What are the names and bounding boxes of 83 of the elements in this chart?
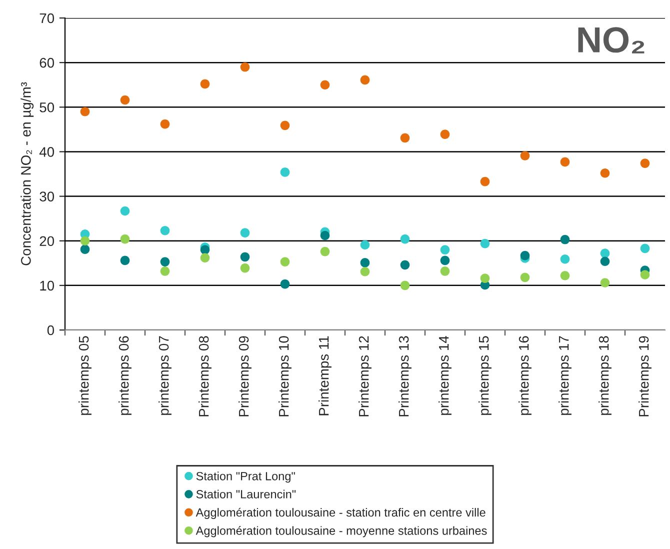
y-tick-label: 70 <box>40 13 54 24</box>
y-tick-label: 0 <box>47 325 54 336</box>
point <box>640 244 650 254</box>
point <box>240 228 250 238</box>
point <box>240 62 250 72</box>
x-tick-label: Printemps 12 <box>358 336 372 416</box>
point <box>480 238 490 248</box>
point <box>440 256 450 266</box>
y-tick-label: 10 <box>40 280 54 291</box>
point <box>520 250 530 260</box>
point <box>200 79 210 89</box>
point <box>240 263 250 273</box>
point <box>480 274 490 283</box>
y-tick-label: 50 <box>40 102 54 112</box>
point <box>320 246 330 256</box>
point <box>600 248 610 258</box>
point <box>600 168 610 178</box>
point <box>160 119 170 129</box>
point <box>320 80 330 90</box>
point <box>200 245 210 254</box>
annotation: NO₂ <box>578 27 644 54</box>
x-tick-label: printemps 07 <box>158 336 172 415</box>
legend-label: Station "Prat Long" <box>196 472 295 483</box>
x-tick-label: Printemps 09 <box>238 336 252 416</box>
point <box>440 266 450 276</box>
point <box>160 226 170 236</box>
point <box>360 258 370 268</box>
y-tick-label: 40 <box>39 147 54 157</box>
x-tick-label: printemps 05 <box>78 336 92 415</box>
point <box>120 95 130 105</box>
point <box>400 234 410 244</box>
point <box>80 244 90 254</box>
point <box>160 257 170 266</box>
point <box>600 256 610 266</box>
point <box>120 206 130 216</box>
point <box>520 151 530 160</box>
x-tick-label: Printemps 13 <box>398 336 412 416</box>
x-tick-label: printemps 14 <box>438 336 452 415</box>
legend-label: Agglomération toulousaine - moyenne stations urbaines <box>196 526 487 538</box>
point <box>120 256 130 266</box>
point <box>360 75 370 85</box>
x-tick-label: printemps 16 <box>518 336 532 415</box>
point <box>320 230 330 240</box>
point <box>520 272 530 282</box>
point <box>120 234 130 244</box>
point <box>80 236 90 246</box>
x-tick-label: Printemps 19 <box>638 336 652 416</box>
y-tick-label: 30 <box>40 192 54 202</box>
point <box>560 234 570 244</box>
y-tick-label: 60 <box>40 58 54 68</box>
point <box>480 176 490 186</box>
point <box>80 106 90 116</box>
point <box>400 280 410 290</box>
legend-label: Station "Laurencin" <box>196 490 296 498</box>
point <box>400 260 410 270</box>
x-tick-label: printemps 18 <box>598 336 612 415</box>
point <box>560 254 570 264</box>
point <box>440 130 450 139</box>
x-tick-label: printemps 06 <box>118 336 132 415</box>
y-axis-title: Concentration NO₂ - en µg/m³ <box>20 82 34 266</box>
point <box>560 270 570 280</box>
point <box>160 266 170 276</box>
point <box>240 252 250 262</box>
point <box>280 120 290 130</box>
x-tick-label: Printemps 10 <box>278 336 292 416</box>
point <box>360 240 370 250</box>
point <box>600 278 610 288</box>
point <box>560 157 570 167</box>
y-tick-label: 20 <box>40 236 54 246</box>
point <box>640 270 650 280</box>
point <box>360 266 370 276</box>
point <box>400 133 410 143</box>
x-tick-label: printemps 15 <box>478 336 492 415</box>
x-tick-label: Printemps 08 <box>198 336 212 416</box>
x-tick-label: Printemps 11 <box>318 336 332 416</box>
point <box>280 279 290 289</box>
point <box>200 253 210 262</box>
point <box>640 158 650 168</box>
point <box>440 245 450 254</box>
point <box>280 168 290 177</box>
legend-label: Agglomération toulousaine - station trafic en centre ville <box>196 508 486 519</box>
x-tick-label: printemps 17 <box>558 336 572 415</box>
point <box>280 257 290 266</box>
